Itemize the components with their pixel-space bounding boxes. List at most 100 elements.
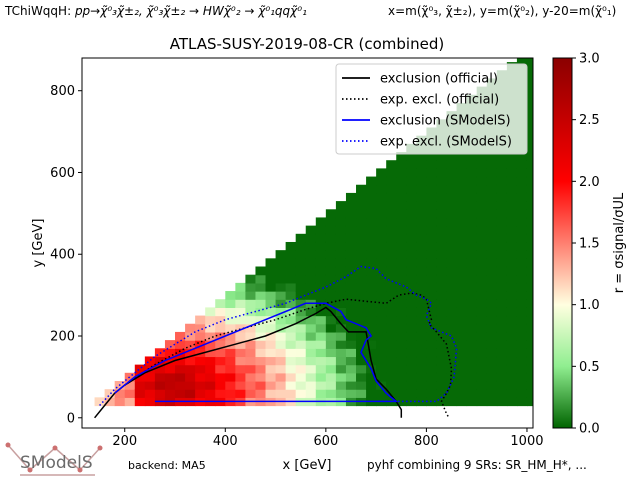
heatmap-cell <box>486 217 498 227</box>
colorbar-ticks: 0.0 0.5 1.0 1.5 2.0 2.5 3.0 <box>572 52 600 437</box>
heatmap-cell <box>396 250 407 259</box>
heatmap-cell <box>295 348 307 358</box>
heatmap-cell <box>215 348 226 358</box>
heatmap-cell <box>526 58 533 63</box>
heatmap-cell <box>195 340 206 349</box>
heatmap-cell <box>164 364 176 374</box>
heatmap-cell <box>416 323 428 333</box>
heatmap-cell <box>526 184 533 194</box>
heatmap-cell <box>104 397 116 407</box>
heatmap-cell <box>496 331 508 341</box>
heatmap-cell <box>506 168 518 178</box>
x-tick-label: 400 <box>213 434 238 449</box>
heatmap-cell <box>496 389 508 398</box>
heatmap-cell <box>486 331 498 341</box>
heatmap-cell <box>185 380 196 390</box>
heatmap-cell <box>225 348 236 358</box>
heatmap-cell <box>215 389 226 398</box>
y-axis-label: y [GeV] <box>31 219 46 268</box>
heatmap-cell <box>275 340 287 349</box>
heatmap-cell <box>235 323 247 333</box>
heatmap-cell <box>396 209 407 219</box>
heatmap-cell <box>335 372 347 382</box>
heatmap-cell <box>486 389 498 398</box>
heatmap-cell <box>446 348 458 358</box>
heatmap-cell <box>305 266 317 276</box>
heatmap-cell <box>144 389 156 398</box>
heatmap-cell <box>225 340 236 349</box>
heatmap-cell <box>396 176 407 186</box>
heatmap-cell <box>185 340 196 349</box>
heatmap-cell <box>456 266 468 276</box>
heatmap-cell <box>386 282 397 292</box>
heatmap-cell <box>386 389 397 398</box>
heatmap-cell <box>335 331 347 341</box>
heatmap-cell <box>486 315 498 325</box>
heatmap-cell <box>446 225 458 235</box>
heatmap-cell <box>416 250 428 259</box>
heatmap-cell <box>345 209 357 219</box>
heatmap-cell <box>416 356 428 366</box>
heatmap-cell <box>245 340 257 349</box>
heatmap-cell <box>506 315 518 325</box>
heatmap-cell <box>315 364 327 374</box>
heatmap-cell <box>285 282 297 292</box>
heatmap-cell <box>315 217 327 227</box>
heatmap-cell <box>235 356 247 366</box>
heatmap-cell <box>366 233 377 243</box>
heatmap-cell <box>456 299 468 308</box>
heatmap-cell <box>104 389 116 398</box>
heatmap-cell <box>305 323 317 333</box>
heatmap-cell <box>416 192 428 202</box>
heatmap-cell <box>255 266 267 276</box>
heatmap-cell <box>396 241 407 251</box>
heatmap-cell <box>416 160 428 169</box>
legend-label: exp. excl. (official) <box>380 93 499 108</box>
heatmap-cell <box>416 274 428 284</box>
heatmap-cell <box>386 241 397 251</box>
heatmap-cell <box>215 323 226 333</box>
heatmap-cell <box>215 364 226 374</box>
heatmap-cell <box>456 201 468 210</box>
heatmap-cell <box>305 282 317 292</box>
curve-expected-smodels <box>99 265 458 407</box>
heatmap-cell <box>476 282 488 292</box>
heatmap-cell <box>526 282 533 292</box>
heatmap-cell <box>285 356 297 366</box>
heatmap-cell <box>506 258 518 268</box>
heatmap-cell <box>356 331 367 341</box>
heatmap-cell <box>366 380 377 390</box>
heatmap-cell <box>185 364 196 374</box>
heatmap-cell <box>436 160 448 169</box>
heatmap-cell <box>356 356 367 366</box>
heatmap-cell <box>406 160 417 169</box>
heatmap-cell <box>426 340 438 349</box>
heatmap-cell <box>195 356 206 366</box>
heatmap-cell <box>426 192 438 202</box>
heatmap-cell <box>275 364 287 374</box>
heatmap-cell <box>416 282 428 292</box>
heatmap-cell <box>315 340 327 349</box>
heatmap-cell <box>315 282 327 292</box>
heatmap-cell <box>335 233 347 243</box>
heatmap-cell <box>366 315 377 325</box>
heatmap-cell <box>406 340 417 349</box>
process-formula: pp→χ̃⁰₃χ̃±₂, χ̃⁰₃χ̃±₂ → HWχ̃⁰₂ → χ̃⁰₁qqχ… <box>74 4 307 18</box>
heatmap-cell <box>175 364 186 374</box>
y-axis-ticks: 0 200 400 600 800 <box>50 84 82 426</box>
heatmap-cell <box>526 111 533 120</box>
heatmap-cell <box>366 323 377 333</box>
heatmap-cell <box>526 266 533 276</box>
heatmap-cell <box>526 258 533 268</box>
heatmap-cell <box>526 176 533 186</box>
heatmap-cell <box>305 331 317 341</box>
heatmap-cell <box>345 274 357 284</box>
heatmap-cell <box>396 184 407 194</box>
heatmap-cell <box>386 340 397 349</box>
heatmap-cell <box>376 291 387 300</box>
heatmap-cell <box>526 102 533 112</box>
heatmap-cell <box>265 291 277 300</box>
heatmap-cell <box>416 299 428 308</box>
heatmap-cell <box>315 274 327 284</box>
heatmap-cell <box>325 348 337 358</box>
